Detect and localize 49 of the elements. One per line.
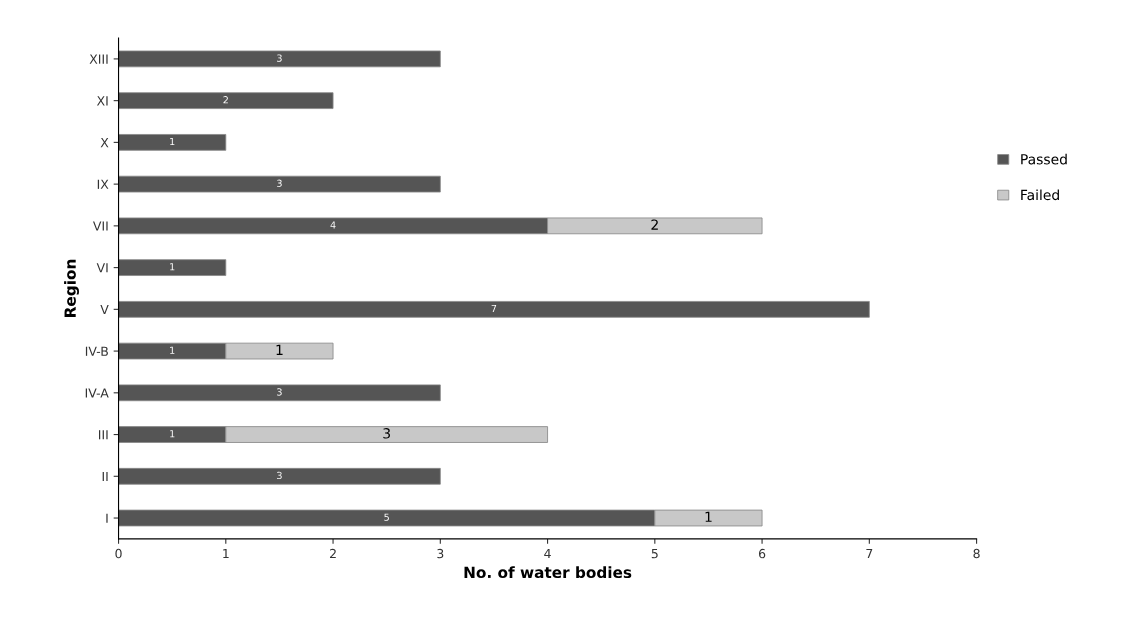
bar xyxy=(118,175,441,193)
bar xyxy=(118,259,227,276)
data-label: 2 xyxy=(651,219,658,230)
x-tick-label: 5 xyxy=(651,549,658,559)
y-tick-label: VI xyxy=(96,263,108,273)
y-tick-label: V xyxy=(100,304,109,315)
y-tick-label: II xyxy=(102,471,108,482)
bar xyxy=(118,92,334,109)
y-tick-label: XI xyxy=(96,96,108,106)
legend-label: Failed xyxy=(1021,189,1059,201)
y-tick-label: VII xyxy=(92,221,108,231)
data-label: 3 xyxy=(277,388,282,396)
x-tick-label: 8 xyxy=(973,548,980,559)
x-tick-label: 1 xyxy=(223,549,229,559)
data-label: 1 xyxy=(170,137,175,146)
y-tick-label: IX xyxy=(97,179,109,189)
data-label: 1 xyxy=(276,344,283,355)
data-label: 2 xyxy=(223,96,228,104)
bar xyxy=(118,50,441,68)
y-tick-label: X xyxy=(100,138,109,148)
data-label: 7 xyxy=(491,304,497,313)
x-axis-title: No. of water bodies xyxy=(464,566,632,579)
data-label: 5 xyxy=(384,513,389,521)
y-tick-label: XIII xyxy=(89,54,108,64)
data-label: 3 xyxy=(277,471,282,480)
y-tick-label: IV-A xyxy=(85,388,109,398)
data-label: 3 xyxy=(277,179,282,187)
bar xyxy=(118,134,227,151)
x-tick-label: 6 xyxy=(758,548,766,559)
data-label: 1 xyxy=(170,430,175,438)
x-tick-label: 4 xyxy=(544,549,551,559)
bar xyxy=(118,384,441,402)
x-tick-label: 2 xyxy=(329,548,336,559)
y-tick-label: I xyxy=(106,513,108,523)
x-tick-label: 0 xyxy=(115,548,122,559)
x-tick-label: 3 xyxy=(437,548,444,559)
data-label: 4 xyxy=(330,221,336,229)
bar xyxy=(118,467,441,485)
data-label: 3 xyxy=(277,54,282,62)
bar xyxy=(118,300,870,318)
y-tick-label: III xyxy=(98,430,108,440)
y-axis-title: Region xyxy=(64,259,79,317)
y-tick-label: IV-B xyxy=(85,346,108,356)
data-label: 1 xyxy=(705,511,712,522)
data-label: 1 xyxy=(170,346,175,354)
data-label: 1 xyxy=(170,263,175,271)
x-tick-label: 7 xyxy=(866,549,873,559)
data-label: 3 xyxy=(383,428,390,439)
legend-label: Passed xyxy=(1021,153,1067,165)
